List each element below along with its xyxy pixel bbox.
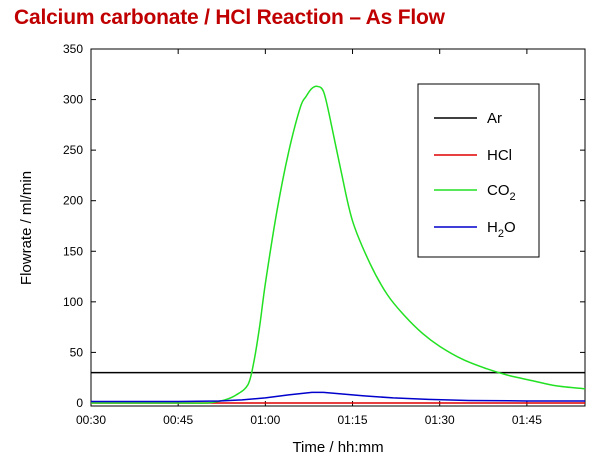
legend: Ar HCl CO2 H2O [417, 83, 540, 258]
y-tick-label: 50 [70, 345, 84, 359]
legend-label-co2: CO2 [487, 182, 516, 203]
legend-label-ar: Ar [487, 110, 502, 127]
y-axis: 0 50 100 150 200 250 300 350 [63, 42, 585, 410]
legend-box [417, 83, 540, 258]
x-tick-label: 00:45 [163, 413, 193, 427]
series-layer [91, 85, 585, 404]
x-tick-label: 00:30 [76, 413, 106, 427]
y-tick-label: 350 [63, 42, 83, 56]
y-tick-label: 0 [76, 396, 83, 410]
y-tick-label: 200 [63, 194, 83, 208]
x-axis: 00:30 00:45 01:00 01:15 01:30 01:45 [76, 49, 542, 427]
y-tick-label: 150 [63, 244, 83, 258]
series-line-h2o [91, 391, 585, 403]
x-tick-label: 01:15 [338, 413, 368, 427]
x-tick-label: 01:45 [512, 413, 542, 427]
y-tick-label: 300 [63, 93, 83, 107]
x-axis-label: Time / hh:mm [292, 439, 383, 456]
x-tick-label: 01:00 [250, 413, 280, 427]
series-line-co2 [91, 85, 585, 404]
y-tick-label: 250 [63, 143, 83, 157]
plot-frame [90, 48, 586, 407]
legend-label-h2o: H2O [487, 219, 516, 240]
y-axis-label: Flowrate / ml/min [18, 171, 35, 285]
legend-label-hcl: HCl [487, 147, 512, 164]
chart-title: Calcium carbonate / HCl Reaction – As Fl… [14, 6, 445, 29]
y-tick-label: 100 [63, 295, 83, 309]
x-tick-label: 01:30 [425, 413, 455, 427]
